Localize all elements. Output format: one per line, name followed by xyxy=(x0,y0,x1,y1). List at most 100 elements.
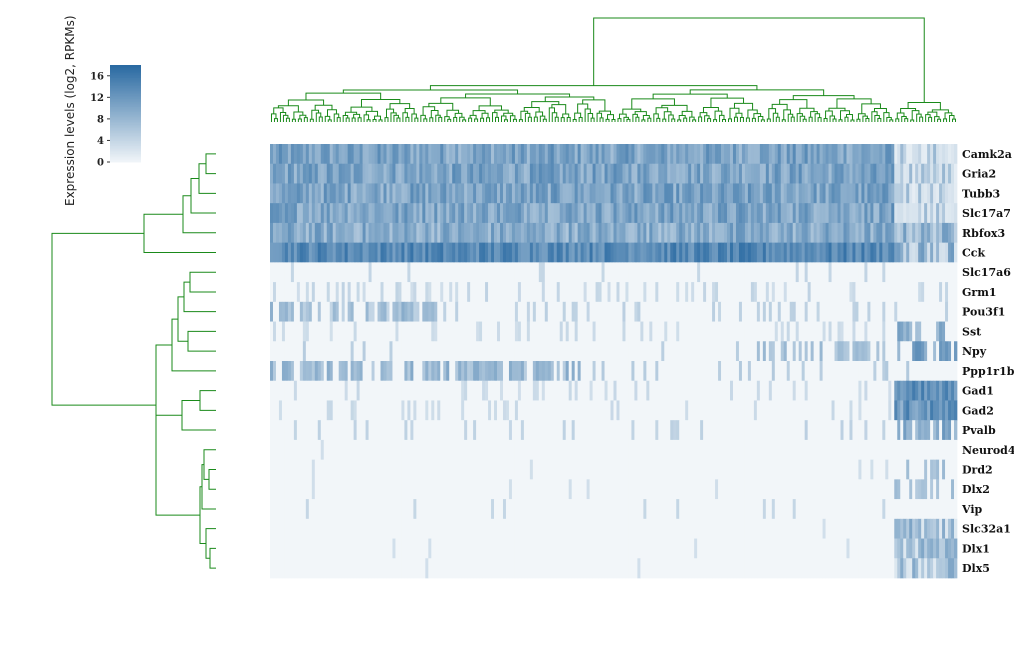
dendrogram-link xyxy=(554,116,559,122)
heatmap-cell xyxy=(807,262,811,283)
heatmap-cell xyxy=(443,321,447,342)
heatmap-cell xyxy=(544,163,549,184)
heatmap-cell xyxy=(616,420,620,441)
heatmap-cell xyxy=(335,262,340,283)
heatmap-cell xyxy=(894,222,898,243)
heatmap-cell xyxy=(774,282,779,303)
heatmap-cell xyxy=(804,163,809,184)
heatmap-cell xyxy=(664,262,668,283)
heatmap-cell xyxy=(461,499,465,520)
heatmap-cell xyxy=(900,222,904,243)
heatmap-cell xyxy=(951,380,955,401)
heatmap-cell xyxy=(655,301,659,322)
heatmap-cell xyxy=(876,163,880,184)
heatmap-cell xyxy=(482,222,486,243)
heatmap-cell xyxy=(272,203,277,224)
heatmap-cell xyxy=(906,282,910,303)
heatmap-cell xyxy=(275,262,280,283)
dendrogram-link xyxy=(429,85,758,91)
heatmap-cell xyxy=(380,321,384,342)
heatmap-cell xyxy=(679,479,683,500)
heatmap-cell xyxy=(299,420,304,441)
heatmap-cell xyxy=(514,144,519,165)
heatmap-cell xyxy=(293,380,298,401)
heatmap-cell xyxy=(822,400,826,421)
heatmap-cell xyxy=(951,242,955,263)
heatmap-cell xyxy=(556,439,561,460)
heatmap-cell xyxy=(831,163,835,184)
heatmap-cell xyxy=(398,420,402,441)
heatmap-cell xyxy=(437,518,441,539)
heatmap-cell xyxy=(278,380,283,401)
heatmap-cell xyxy=(461,341,465,362)
heatmap-cell xyxy=(694,499,698,520)
heatmap-cell xyxy=(670,242,674,263)
heatmap-cell xyxy=(500,203,504,224)
heatmap-cell xyxy=(389,183,393,204)
column-dendrogram xyxy=(270,17,957,122)
heatmap-cell xyxy=(299,439,304,460)
heatmap-cell xyxy=(688,400,692,421)
heatmap-cell xyxy=(386,203,390,224)
dendrogram-link xyxy=(799,107,815,114)
dendrogram-link xyxy=(187,330,216,352)
heatmap-cell xyxy=(562,361,567,382)
heatmap-cell xyxy=(305,538,310,559)
heatmap-cell xyxy=(843,518,847,539)
heatmap-cell xyxy=(401,459,405,480)
heatmap-cell xyxy=(314,262,319,283)
heatmap-cell xyxy=(607,222,611,243)
heatmap-cell xyxy=(598,262,602,283)
heatmap-cell xyxy=(517,420,522,441)
heatmap-cell xyxy=(807,361,811,382)
heatmap-cell xyxy=(281,203,286,224)
heatmap-cell xyxy=(891,282,895,303)
heatmap-cell xyxy=(661,301,665,322)
heatmap-cell xyxy=(505,459,510,480)
heatmap-cell xyxy=(434,479,438,500)
heatmap-cell xyxy=(628,222,632,243)
heatmap-cell xyxy=(326,203,331,224)
heatmap-cell xyxy=(912,262,916,283)
heatmap-cell xyxy=(443,439,447,460)
heatmap-cell xyxy=(822,144,826,165)
heatmap-cell xyxy=(553,203,558,224)
heatmap-cell xyxy=(586,163,590,184)
heatmap-cell xyxy=(473,420,477,441)
heatmap-cell xyxy=(649,479,653,500)
heatmap-cell xyxy=(891,499,895,520)
heatmap-cell xyxy=(682,301,686,322)
heatmap-cell xyxy=(777,380,782,401)
heatmap-cell xyxy=(305,341,310,362)
heatmap-cell xyxy=(452,222,456,243)
heatmap-cell xyxy=(667,361,671,382)
heatmap-cell xyxy=(440,144,444,165)
heatmap-cell xyxy=(628,439,632,460)
dendrogram-link xyxy=(751,117,756,122)
heatmap-cell xyxy=(682,361,686,382)
heatmap-cell xyxy=(954,380,958,401)
heatmap-cell xyxy=(804,499,809,520)
heatmap-cell xyxy=(329,321,334,342)
heatmap-cell xyxy=(293,242,298,263)
heatmap-cell xyxy=(771,262,776,283)
heatmap-cell xyxy=(443,183,447,204)
heatmap-cell xyxy=(703,163,707,184)
heatmap-cell xyxy=(302,144,307,165)
heatmap-cell xyxy=(583,380,587,401)
heatmap-cell xyxy=(452,439,456,460)
heatmap-cell xyxy=(550,183,555,204)
heatmap-cell xyxy=(410,301,414,322)
heatmap-cell xyxy=(646,420,650,441)
heatmap-cell xyxy=(571,222,576,243)
heatmap-cell xyxy=(753,459,758,480)
heatmap-cell xyxy=(580,380,584,401)
heatmap-cell xyxy=(452,262,456,283)
heatmap-cell xyxy=(667,341,671,362)
heatmap-cell xyxy=(888,479,892,500)
heatmap-cell xyxy=(437,380,441,401)
heatmap-cell xyxy=(927,301,931,322)
heatmap-cell xyxy=(398,183,402,204)
heatmap-cell xyxy=(613,361,617,382)
heatmap-cell xyxy=(514,222,519,243)
